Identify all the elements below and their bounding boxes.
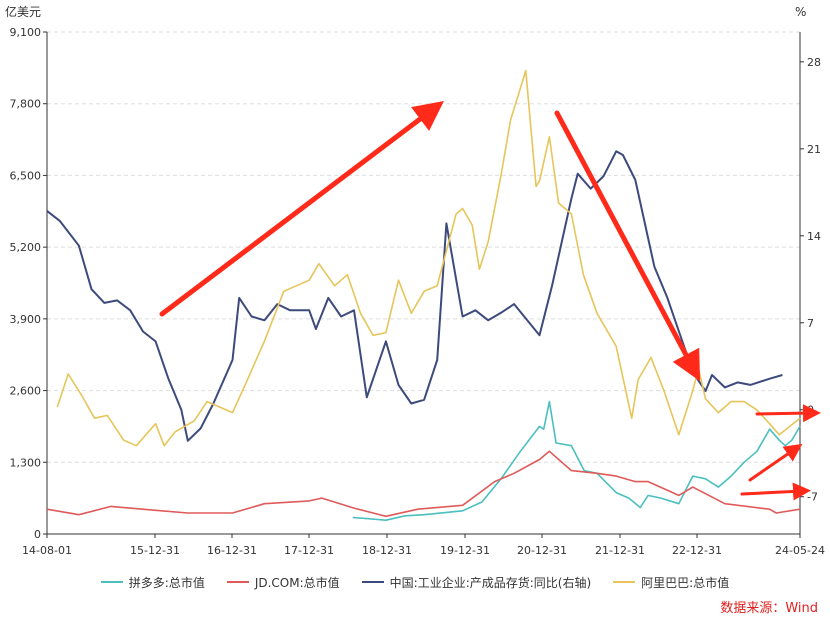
y-left-tick-label: 2,600 (10, 385, 42, 398)
y-left-tick-label: 3,900 (10, 313, 42, 326)
series-lines (46, 69, 801, 522)
y-right-tick-label: 0 (807, 404, 814, 417)
annotation-arrow-3 (748, 443, 803, 482)
legend-item-alibaba[interactable]: 阿里巴巴:总市值 (613, 572, 729, 592)
y-right-tick-label: 14 (807, 230, 821, 243)
legend-swatch-alibaba (613, 581, 636, 583)
chart: 0 1,300 2,600 3,900 5,200 6,500 7,800 9,100 -7 0 7… (5, 4, 825, 557)
data-source-note: 数据来源：Wind (720, 601, 818, 616)
axes: 0 1,300 2,600 3,900 5,200 6,500 7,800 9,100 -7 0 7… (10, 26, 825, 557)
y-right-tick-label: 21 (807, 143, 821, 156)
legend-label-pdd: 拼多多:总市值 (128, 575, 205, 590)
x-tick-label: 24-05-24 (775, 544, 825, 557)
x-tick-label: 19-12-31 (440, 544, 490, 557)
y-right-tick-label: 7 (807, 317, 814, 330)
series-line-3 (56, 69, 801, 447)
y-left-tick-label: 9,100 (10, 26, 42, 39)
x-tick-label: 20-12-31 (517, 544, 567, 557)
x-tick-label: 16-12-31 (207, 544, 257, 557)
legend: 拼多多:总市值 JD.COM:总市值 中国:工业企业:产成品存货:同比(右轴) … (0, 572, 830, 592)
annotation-arrow-2 (755, 404, 821, 423)
legend-label-alibaba: 阿里巴巴:总市值 (641, 575, 730, 590)
y-left-tick-label: 1,300 (10, 456, 42, 469)
series-line-0 (352, 400, 801, 522)
legend-label-inventory: 中国:工业企业:产成品存货:同比(右轴) (389, 575, 592, 590)
y-left-tick-label: 7,800 (10, 98, 42, 111)
y-left-tick-label: 5,200 (10, 241, 42, 254)
legend-swatch-pdd (100, 581, 123, 583)
right-axis-unit: % (795, 5, 806, 19)
x-tick-label: 15-12-31 (130, 544, 180, 557)
x-tick-label: 17-12-31 (284, 544, 334, 557)
left-axis-unit: 亿美元 (5, 4, 41, 19)
legend-swatch-jd (226, 581, 249, 583)
x-tick-label: 21-12-31 (595, 544, 645, 557)
y-left-tick-label: 0 (34, 528, 41, 541)
series-line-2 (46, 150, 783, 442)
annotation-arrow-4 (740, 482, 811, 501)
legend-item-jd[interactable]: JD.COM:总市值 (226, 572, 340, 592)
legend-item-pdd[interactable]: 拼多多:总市值 (100, 572, 205, 592)
y-left-tick-label: 6,500 (10, 169, 42, 182)
x-tick-label: 14-08-01 (22, 544, 72, 557)
y-right-tick-label: 28 (807, 56, 821, 69)
legend-label-jd: JD.COM:总市值 (254, 575, 340, 590)
legend-item-inventory[interactable]: 中国:工业企业:产成品存货:同比(右轴) (361, 572, 592, 592)
x-tick-label: 18-12-31 (362, 544, 412, 557)
y-right-tick-label: -7 (807, 491, 818, 504)
annotation-arrow-0 (159, 100, 444, 317)
x-tick-label: 22-12-31 (672, 544, 722, 557)
series-line-1 (46, 450, 801, 518)
annotation-arrow-1 (554, 110, 701, 382)
grid-lines (47, 31, 800, 463)
annotation-arrows (159, 100, 821, 501)
legend-swatch-inventory (361, 581, 384, 583)
